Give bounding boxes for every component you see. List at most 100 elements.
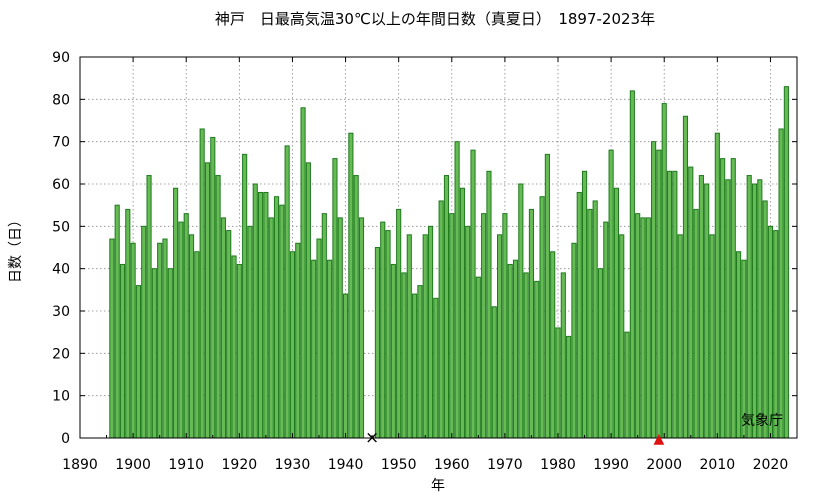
bar-1976	[534, 280, 540, 439]
bar-1942	[353, 175, 359, 439]
bar-2009	[709, 234, 715, 439]
x-tick-label-12: 2010	[700, 457, 736, 473]
bar-1900	[130, 242, 136, 439]
bar-1946	[374, 247, 380, 439]
bar-1915	[210, 136, 216, 439]
bar-2021	[773, 230, 779, 439]
chart-title: 神戸 日最高気温30℃以上の年間日数（真夏日） 1897-2023年	[215, 10, 655, 28]
bar-2015	[741, 259, 747, 439]
y-tick-label-3: 30	[52, 304, 70, 320]
marker-1: ▲	[654, 431, 665, 447]
bar-1969	[497, 234, 503, 439]
bar-1911	[188, 234, 195, 439]
bar-1925	[263, 191, 269, 439]
x-tick-label-8: 1970	[487, 457, 523, 473]
bar-1905	[157, 242, 163, 439]
bar-1907	[167, 268, 173, 439]
x-tick-label-4: 1930	[275, 457, 311, 473]
bar-1987	[592, 200, 598, 439]
bars	[109, 86, 789, 439]
bar-1968	[491, 306, 497, 439]
bar-1933	[305, 162, 311, 439]
bar-1926	[268, 217, 274, 439]
bar-1943	[358, 217, 365, 439]
bar-1938	[332, 158, 338, 439]
bar-1997	[645, 217, 651, 439]
bar-1970	[502, 213, 508, 439]
bar-2003	[677, 234, 683, 439]
bar-1960	[449, 213, 455, 439]
bar-1967	[486, 170, 492, 439]
bar-1914	[204, 162, 211, 439]
bar-2017	[751, 183, 758, 439]
bar-2006	[693, 208, 699, 439]
y-axis-label: 日数（日）	[8, 213, 24, 283]
x-tick-label-0: 1890	[62, 457, 98, 473]
bar-1924	[258, 191, 264, 439]
bar-1919	[231, 255, 237, 439]
bar-1930	[289, 251, 296, 439]
bar-1971	[507, 263, 513, 439]
y-tick-label-1: 10	[52, 389, 70, 405]
bar-2011	[720, 158, 726, 439]
bar-1982	[566, 335, 572, 439]
bar-1986	[587, 208, 593, 439]
bar-1922	[247, 225, 253, 439]
bar-2014	[736, 251, 742, 439]
y-tick-label-0: 0	[61, 431, 70, 447]
bar-1898	[119, 263, 126, 439]
bar-1993	[624, 331, 630, 439]
bar-1901	[135, 285, 141, 439]
bar-1906	[162, 238, 168, 439]
bar-1994	[629, 90, 635, 439]
bar-2018	[757, 179, 763, 439]
bar-1995	[635, 213, 641, 439]
bar-1940	[342, 293, 349, 439]
x-tick-label-2: 1910	[168, 457, 204, 473]
bar-1966	[481, 213, 487, 439]
bar-2019	[762, 200, 768, 439]
bar-1962	[459, 187, 465, 439]
bar-1913	[199, 128, 205, 439]
bar-2007	[698, 175, 704, 439]
bar-1929	[284, 145, 290, 439]
bar-1897	[114, 204, 120, 439]
bar-1991	[613, 187, 619, 439]
bar-1947	[380, 221, 386, 439]
bar-2020	[767, 225, 774, 439]
bar-2013	[730, 158, 736, 439]
bar-1935	[316, 238, 322, 439]
y-tick-label-6: 60	[52, 177, 70, 193]
bar-1998	[651, 141, 657, 439]
y-tick-label-4: 40	[52, 262, 70, 278]
bar-2022	[778, 128, 784, 439]
bar-1939	[337, 217, 343, 439]
x-tick-label-3: 1920	[222, 457, 258, 473]
bar-1953	[412, 293, 418, 439]
bar-1950	[396, 208, 402, 439]
bar-1999	[656, 149, 662, 439]
bar-2012	[725, 179, 731, 439]
bar-1921	[242, 153, 248, 439]
bar-2002	[672, 170, 678, 439]
plot-frame	[79, 56, 798, 439]
bar-1949	[390, 263, 396, 439]
y-tick-label-2: 20	[52, 346, 70, 362]
bar-1918	[226, 230, 232, 439]
bar-1920	[236, 263, 242, 439]
bar-1963	[465, 225, 471, 439]
marker-0: ×	[365, 428, 379, 448]
bar-1904	[151, 268, 157, 439]
bar-1941	[348, 132, 354, 439]
bar-1937	[327, 259, 333, 439]
bar-1954	[417, 285, 423, 439]
y-tick-label-5: 50	[52, 219, 70, 235]
bar-1975	[528, 208, 535, 439]
bar-1948	[385, 230, 391, 439]
bar-1983	[571, 242, 577, 439]
bar-1903	[146, 175, 152, 439]
bar-2016	[746, 175, 752, 439]
x-tick-label-5: 1940	[328, 457, 364, 473]
ticks: 1890 1900 1910 1920 1930 1940 1950 1960 1970 1980…	[52, 50, 797, 473]
